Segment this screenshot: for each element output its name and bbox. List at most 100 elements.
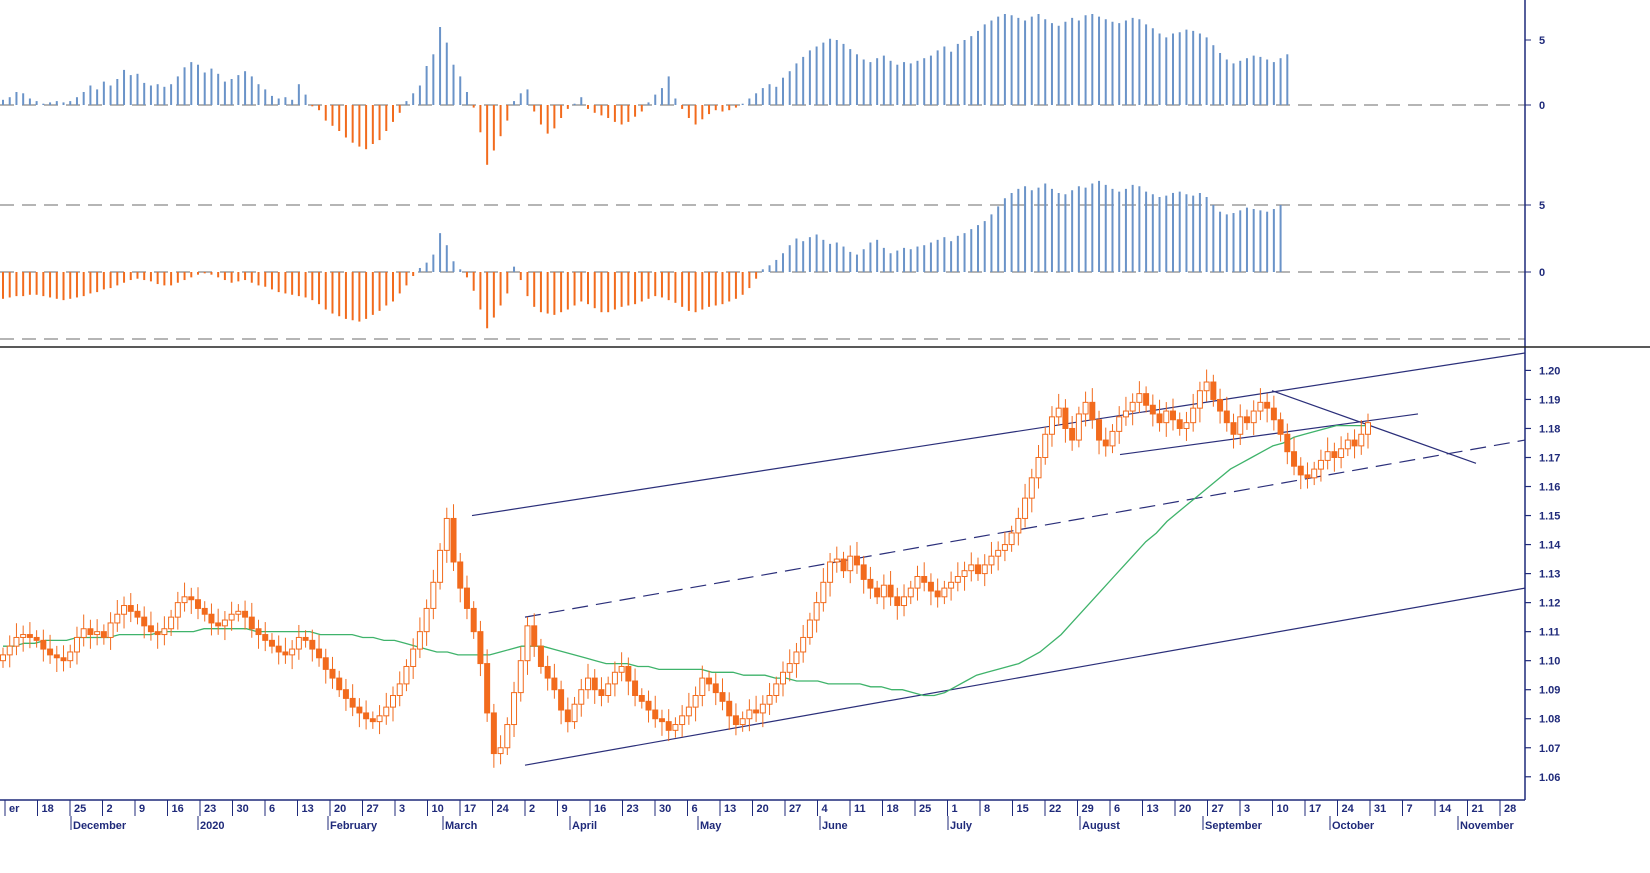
candle-body — [511, 692, 518, 726]
candle — [786, 649, 793, 682]
candle-body — [934, 590, 941, 598]
candle-body — [753, 709, 760, 714]
candle-body — [40, 639, 47, 650]
candle — [268, 633, 275, 654]
candle — [1022, 483, 1029, 528]
candle-body — [463, 587, 470, 609]
candle — [1311, 461, 1318, 486]
candle — [1149, 394, 1156, 427]
candle-body — [1243, 416, 1250, 424]
x-tick-label: 27 — [367, 803, 379, 815]
candle — [1183, 411, 1190, 441]
candle-body — [1170, 410, 1176, 421]
y-tick-label: 1.15 — [1539, 511, 1560, 523]
candle-body — [1096, 419, 1103, 441]
candle — [524, 616, 531, 675]
candle — [618, 652, 625, 682]
y-tick-label: 1.14 — [1539, 540, 1561, 552]
candle-body — [127, 605, 134, 612]
candle — [275, 635, 282, 665]
candle-body — [349, 697, 356, 708]
candle-body — [706, 677, 713, 685]
candle — [948, 571, 955, 601]
candle — [248, 602, 255, 638]
candle — [692, 686, 699, 722]
candle — [975, 557, 981, 581]
candle-body — [26, 634, 33, 638]
candle-body — [53, 654, 60, 659]
candle — [121, 596, 128, 629]
x-tick-label: 3 — [399, 803, 405, 815]
candle-body — [948, 581, 955, 589]
candle-body — [1338, 448, 1345, 458]
x-tick-label: er — [9, 803, 20, 815]
candle — [6, 635, 13, 668]
candle — [1304, 462, 1311, 489]
candle — [813, 591, 820, 633]
candle — [894, 587, 901, 620]
candle-body — [490, 712, 497, 755]
candle-body — [914, 576, 921, 589]
x-tick-label: 25 — [919, 803, 931, 815]
candle — [511, 681, 518, 738]
candle — [753, 695, 760, 722]
candle-body — [1069, 427, 1076, 441]
candle-body — [416, 631, 423, 650]
candle-body — [1109, 430, 1116, 447]
candle-body — [652, 709, 659, 720]
candle — [80, 614, 87, 647]
candle-body — [1089, 401, 1096, 421]
candle-body — [1223, 410, 1230, 424]
candle-body — [423, 607, 430, 633]
candle — [1250, 400, 1257, 436]
candle-body — [1001, 544, 1008, 551]
x-tick-label: 2 — [107, 803, 113, 815]
month-label: October — [1332, 820, 1375, 832]
candle — [995, 541, 1002, 571]
candle-body — [121, 605, 128, 615]
candle-body — [410, 648, 417, 667]
x-tick-label: 30 — [237, 803, 249, 815]
candle-body — [316, 648, 323, 659]
candle — [1035, 445, 1042, 489]
candle — [517, 646, 524, 702]
candle-body — [1270, 407, 1277, 421]
candle-body — [632, 680, 639, 697]
candle-body — [430, 581, 437, 609]
candle-body — [215, 622, 222, 627]
candle-body — [887, 584, 894, 598]
candle-body — [1196, 390, 1203, 409]
candle — [968, 552, 975, 582]
x-tick-label: 13 — [302, 803, 314, 815]
month-label: May — [700, 820, 722, 832]
candle-body — [268, 639, 275, 647]
candle-body — [262, 634, 269, 641]
candle-body — [524, 625, 531, 662]
x-tick-label: 25 — [74, 803, 86, 815]
y-tick-label: 1.11 — [1539, 627, 1560, 639]
candle — [114, 600, 121, 632]
candle-body — [67, 651, 74, 662]
candle — [1344, 432, 1351, 457]
candle — [282, 637, 289, 664]
candle — [73, 626, 80, 665]
candle-body — [880, 584, 887, 598]
candle — [1324, 437, 1331, 470]
x-tick-label: 27 — [789, 803, 801, 815]
candle — [221, 611, 228, 641]
candle — [40, 629, 47, 662]
month-label: February — [330, 820, 378, 832]
month-label: September — [1205, 820, 1263, 832]
candle-body — [699, 677, 706, 697]
y-tick-label: 1.12 — [1539, 598, 1560, 610]
candle-body — [1190, 407, 1197, 424]
candle-body — [443, 517, 450, 551]
candle — [262, 622, 269, 652]
candle — [1365, 413, 1371, 449]
candle — [1156, 399, 1163, 432]
candle-body — [1277, 419, 1284, 435]
candle-body — [806, 619, 813, 638]
candle — [531, 613, 538, 657]
candle — [322, 648, 329, 684]
candle — [154, 622, 161, 649]
